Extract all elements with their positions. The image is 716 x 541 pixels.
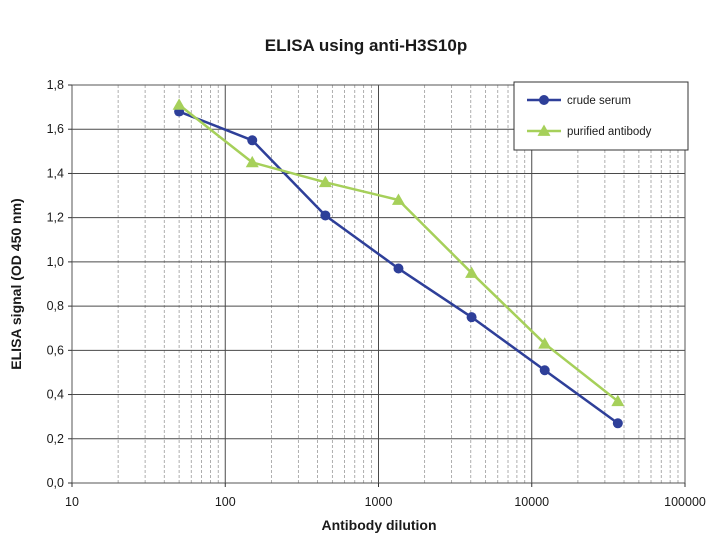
x-tick-label: 100 — [215, 495, 236, 509]
data-point — [172, 98, 186, 110]
y-tick-label: 0,6 — [47, 343, 64, 357]
y-tick-label: 1,6 — [47, 122, 64, 136]
legend-label: purified antibody — [567, 126, 652, 138]
data-point — [245, 155, 259, 168]
legend-marker — [539, 95, 549, 105]
data-point — [247, 135, 258, 146]
y-tick-label: 1,2 — [47, 211, 64, 225]
data-point — [393, 263, 404, 274]
x-tick-label: 10000 — [514, 495, 549, 509]
y-axis-label: ELISA signal (OD 450 nm) — [8, 198, 24, 369]
legend: crude serum purified antibody — [513, 81, 689, 151]
x-tick-label: 10 — [65, 495, 79, 509]
tick-labels: 0,0 0,2 0,4 0,6 0,8 1,0 1,2 1,4 1,6 1,8 10 100 1000 1… — [47, 78, 706, 509]
y-tick-label: 0,0 — [47, 476, 64, 490]
y-tick-label: 1,8 — [47, 78, 64, 92]
data-point — [320, 210, 331, 221]
data-point — [539, 365, 550, 376]
y-tick-label: 0,8 — [47, 299, 64, 313]
data-point — [465, 266, 479, 278]
data-point — [612, 418, 623, 429]
data-point — [611, 394, 625, 407]
data-point — [318, 175, 332, 188]
legend-box — [513, 81, 689, 151]
series-group — [174, 106, 623, 429]
x-tick-label: 100000 — [664, 495, 706, 509]
legend-marker — [537, 124, 551, 136]
data-point — [391, 193, 405, 205]
legend-entry: purified antibody — [527, 124, 652, 138]
y-tick-label: 0,2 — [47, 432, 64, 446]
legend-label: crude serum — [567, 95, 631, 107]
x-tick-label: 1000 — [365, 495, 393, 509]
data-point — [538, 337, 552, 349]
y-tick-label: 1,0 — [47, 255, 64, 269]
series-group — [172, 98, 625, 407]
data-point — [466, 312, 477, 323]
chart-title: ELISA using anti-H3S10p — [265, 36, 467, 55]
legend-entry: crude serum — [527, 95, 631, 107]
y-tick-label: 1,4 — [47, 166, 64, 180]
series — [172, 98, 625, 429]
x-axis-label: Antibody dilution — [321, 517, 436, 533]
y-tick-label: 0,4 — [47, 388, 64, 402]
